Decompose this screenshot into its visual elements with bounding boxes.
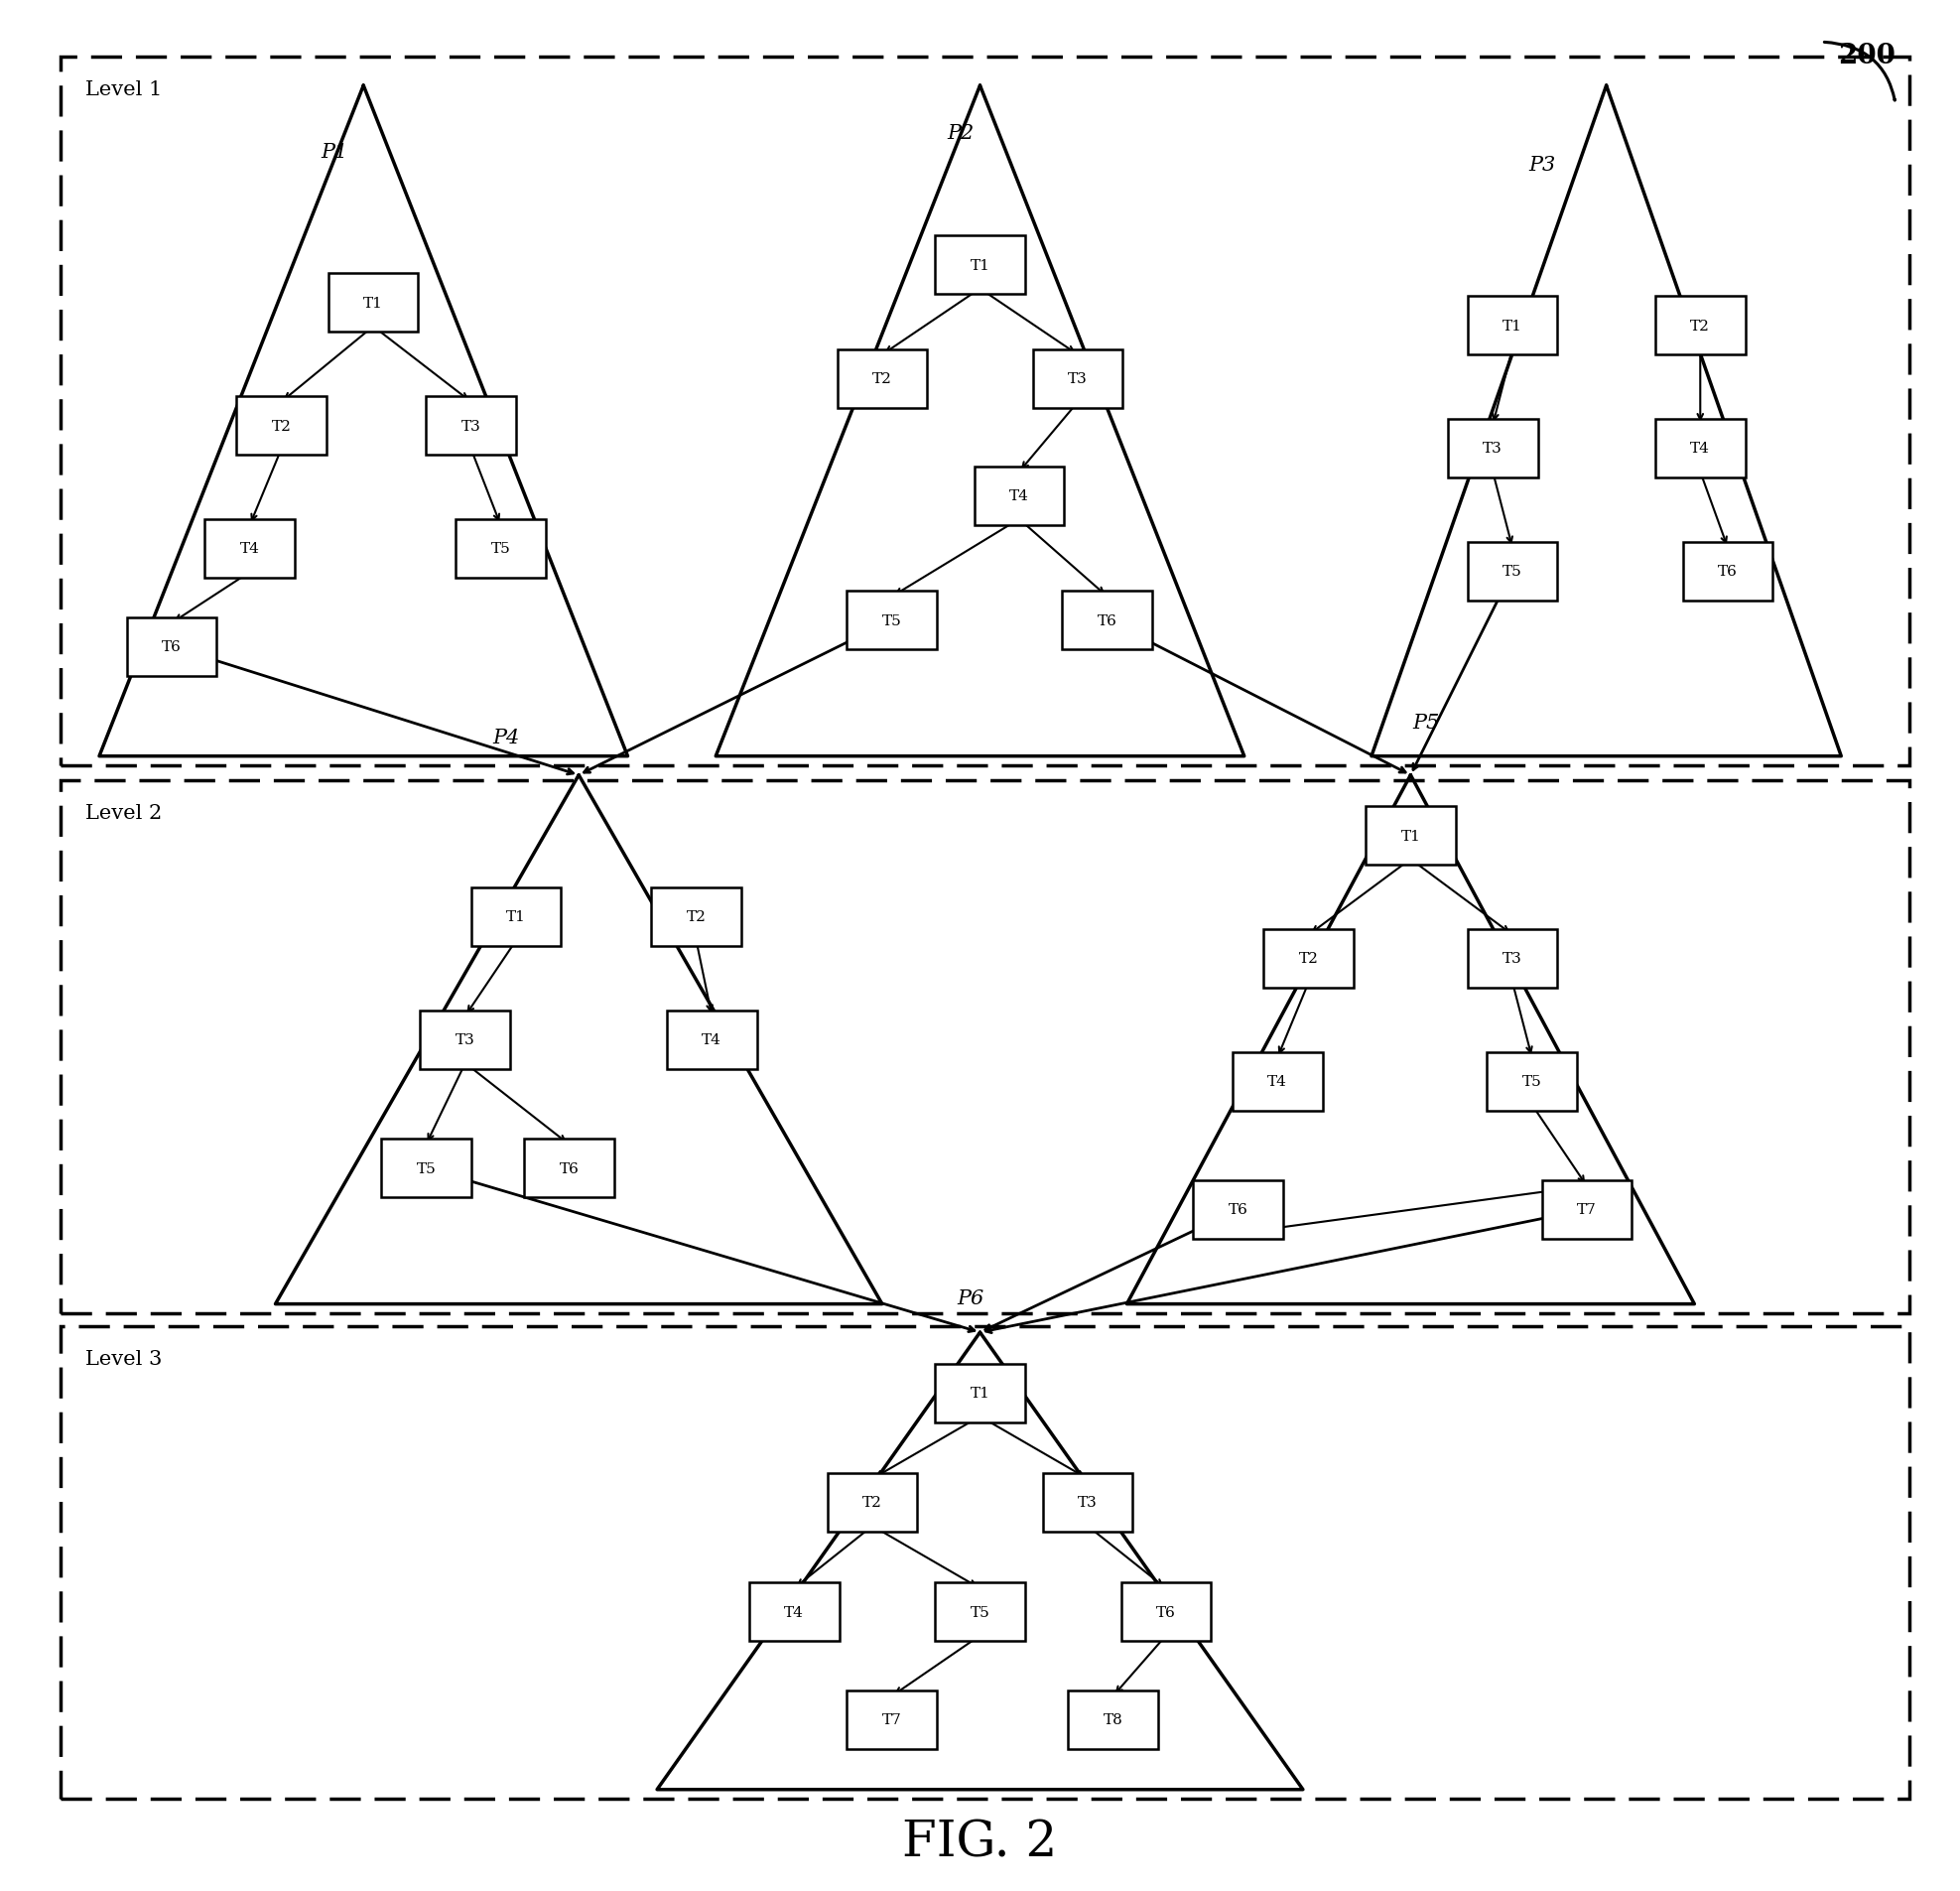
FancyBboxPatch shape	[127, 618, 218, 677]
Text: T2: T2	[872, 373, 892, 386]
FancyArrowPatch shape	[1825, 43, 1895, 100]
Text: T4: T4	[784, 1605, 804, 1619]
Text: T5: T5	[970, 1605, 990, 1619]
FancyBboxPatch shape	[1062, 592, 1152, 651]
FancyBboxPatch shape	[935, 1363, 1025, 1422]
FancyBboxPatch shape	[974, 467, 1064, 526]
Text: T1: T1	[1401, 828, 1421, 843]
Text: Level 1: Level 1	[86, 81, 163, 100]
Text: P5: P5	[1413, 713, 1441, 732]
Text: T6: T6	[163, 641, 182, 654]
FancyBboxPatch shape	[455, 520, 545, 579]
FancyBboxPatch shape	[935, 1583, 1025, 1641]
FancyBboxPatch shape	[237, 397, 325, 456]
FancyBboxPatch shape	[1033, 350, 1123, 408]
Text: T1: T1	[363, 297, 382, 310]
Text: P3: P3	[1529, 157, 1554, 176]
FancyBboxPatch shape	[666, 1010, 757, 1068]
Text: Level 3: Level 3	[86, 1350, 163, 1369]
Text: T4: T4	[702, 1032, 721, 1048]
Text: T5: T5	[882, 615, 902, 628]
FancyBboxPatch shape	[523, 1138, 613, 1197]
Text: T3: T3	[1078, 1496, 1098, 1509]
FancyBboxPatch shape	[470, 889, 561, 946]
Text: T4: T4	[239, 543, 261, 556]
FancyBboxPatch shape	[827, 1473, 917, 1532]
Text: T1: T1	[970, 1386, 990, 1399]
FancyBboxPatch shape	[847, 592, 937, 651]
FancyBboxPatch shape	[419, 1010, 510, 1068]
Text: T2: T2	[862, 1496, 882, 1509]
FancyBboxPatch shape	[1043, 1473, 1133, 1532]
Text: T6: T6	[1156, 1605, 1176, 1619]
FancyBboxPatch shape	[1194, 1180, 1284, 1239]
Text: T1: T1	[506, 910, 525, 925]
FancyBboxPatch shape	[327, 274, 417, 333]
FancyBboxPatch shape	[1121, 1583, 1211, 1641]
Text: T5: T5	[490, 543, 510, 556]
Text: T6: T6	[1229, 1203, 1249, 1216]
Text: P4: P4	[492, 728, 519, 747]
Text: T6: T6	[1717, 565, 1737, 579]
Text: T1: T1	[1503, 320, 1523, 333]
FancyBboxPatch shape	[1656, 420, 1744, 478]
Text: T5: T5	[1503, 565, 1523, 579]
FancyBboxPatch shape	[1468, 297, 1558, 356]
Text: T7: T7	[1578, 1203, 1597, 1216]
FancyBboxPatch shape	[425, 397, 515, 456]
Text: FIG. 2: FIG. 2	[902, 1817, 1058, 1866]
FancyBboxPatch shape	[1488, 1051, 1578, 1110]
FancyBboxPatch shape	[837, 350, 927, 408]
Text: T2: T2	[1299, 951, 1319, 966]
FancyBboxPatch shape	[935, 236, 1025, 295]
FancyBboxPatch shape	[651, 889, 741, 946]
FancyBboxPatch shape	[1468, 543, 1558, 601]
Text: T2: T2	[270, 420, 292, 433]
FancyBboxPatch shape	[1264, 930, 1354, 987]
Text: T3: T3	[455, 1032, 474, 1048]
FancyBboxPatch shape	[1068, 1691, 1158, 1749]
FancyBboxPatch shape	[1543, 1180, 1633, 1239]
Text: T3: T3	[1068, 373, 1088, 386]
FancyBboxPatch shape	[1448, 420, 1539, 478]
Text: T2: T2	[1690, 320, 1711, 333]
FancyBboxPatch shape	[206, 520, 294, 579]
FancyBboxPatch shape	[749, 1583, 839, 1641]
Text: T1: T1	[970, 259, 990, 272]
FancyBboxPatch shape	[1468, 930, 1558, 987]
Text: T3: T3	[1503, 951, 1523, 966]
Text: T3: T3	[1484, 442, 1503, 456]
FancyBboxPatch shape	[1233, 1051, 1323, 1110]
Text: T2: T2	[686, 910, 706, 925]
Text: 200: 200	[1838, 43, 1895, 70]
FancyBboxPatch shape	[1682, 543, 1772, 601]
FancyBboxPatch shape	[1366, 807, 1456, 866]
Text: T4: T4	[1690, 442, 1711, 456]
FancyBboxPatch shape	[1656, 297, 1744, 356]
Text: T6: T6	[1098, 615, 1117, 628]
Text: T7: T7	[882, 1713, 902, 1726]
Text: P1: P1	[321, 144, 347, 163]
FancyBboxPatch shape	[847, 1691, 937, 1749]
Text: T5: T5	[1523, 1074, 1543, 1089]
Text: T4: T4	[1009, 490, 1029, 503]
Text: Level 2: Level 2	[86, 804, 163, 823]
Text: T5: T5	[416, 1161, 435, 1176]
Text: T6: T6	[559, 1161, 578, 1176]
Text: P6: P6	[956, 1290, 984, 1309]
FancyBboxPatch shape	[380, 1138, 470, 1197]
Text: P2: P2	[947, 125, 974, 144]
Text: T4: T4	[1268, 1074, 1288, 1089]
Text: T3: T3	[461, 420, 480, 433]
Text: T8: T8	[1103, 1713, 1123, 1726]
